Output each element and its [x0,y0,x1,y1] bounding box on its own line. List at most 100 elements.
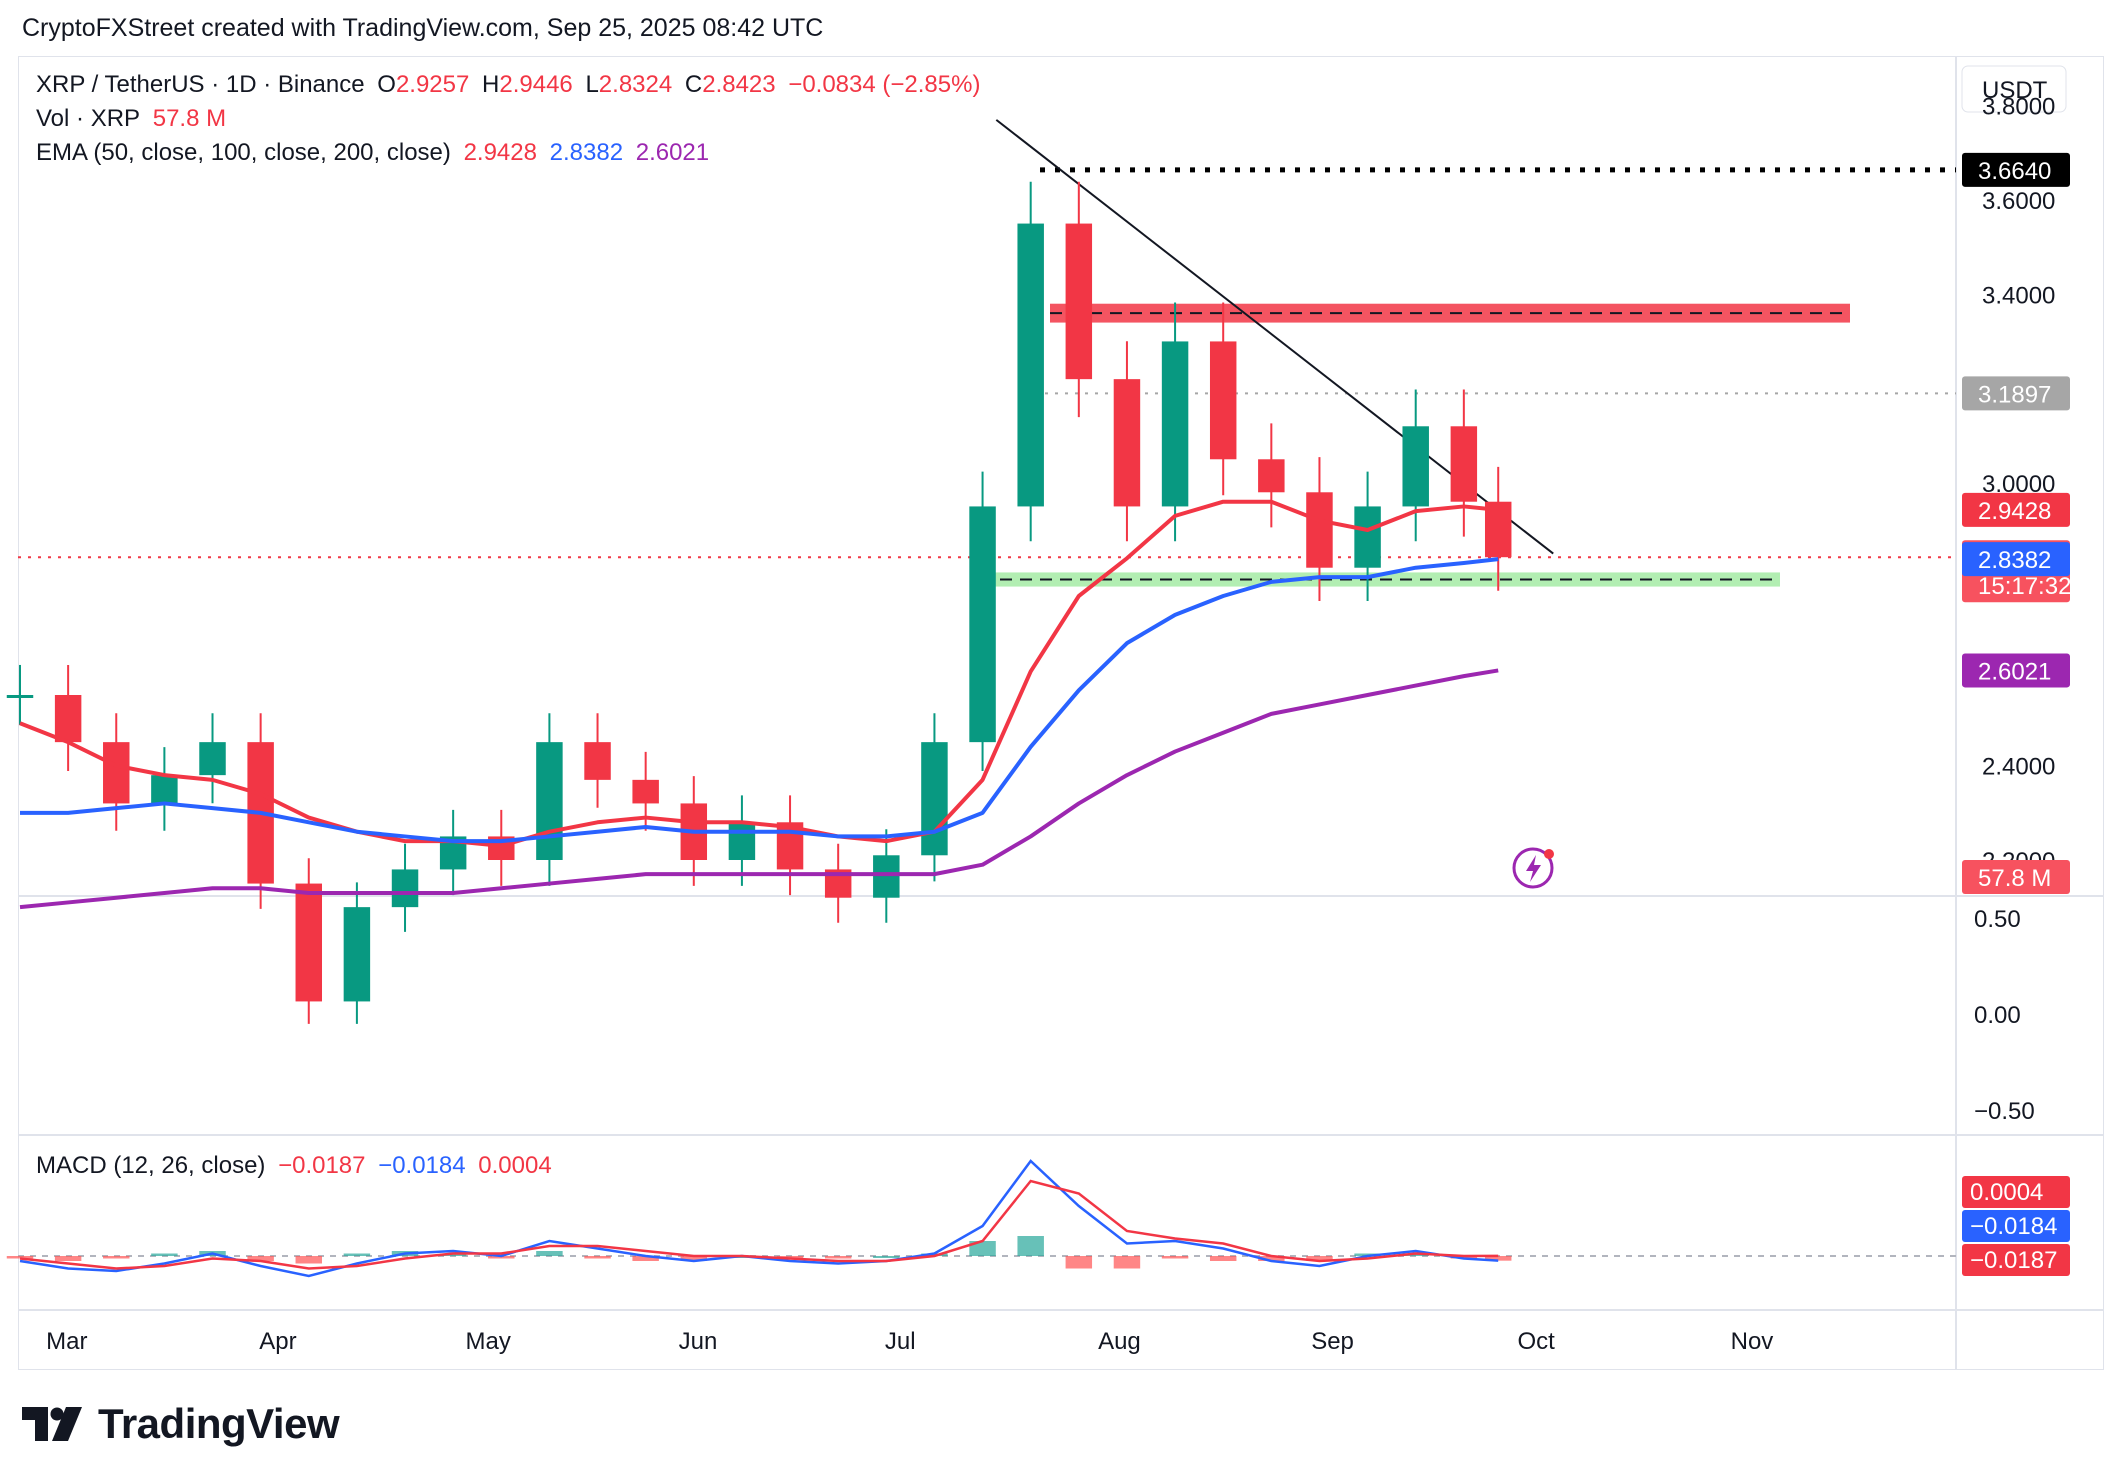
price-label-2: 2.9428 [1978,498,2051,525]
osc-tick-label: 0.50 [1974,906,2021,933]
macd-histogram-bar [969,1241,996,1256]
candle-body [1209,341,1237,460]
price-label-4: 2.8382 [1978,547,2051,574]
macd-histogram-bar [1306,1256,1333,1261]
candle-body [728,822,756,860]
time-tick-label: Nov [1731,1328,1774,1355]
candle-body [632,779,659,804]
macd-histogram-bar [151,1253,178,1256]
macd-legend[interactable]: MACD (12, 26, close) −0.0187 −0.0184 0.0… [36,1152,558,1180]
ema-line-2 [19,668,1499,910]
macd-histogram-bar [343,1253,371,1256]
price-tick-label: 3.6000 [1982,188,2055,215]
macd-histogram-bar [1065,1256,1093,1269]
osc-tick-label: −0.50 [1974,1098,2035,1125]
candle-body [54,695,82,743]
macd-histogram-bar [632,1256,659,1261]
candle-body [584,742,611,780]
macd-histogram-bar [6,1256,34,1259]
macd-histogram-bar [247,1256,274,1261]
time-tick-label: May [466,1328,511,1355]
macd-histogram-bar [680,1256,708,1261]
volume-legend[interactable]: Vol · XRP 57.8 M [36,105,232,133]
candle-body [1306,492,1333,568]
price-label-bg-2 [1962,492,2070,527]
price-label-0: 3.6640 [1978,158,2051,185]
tradingview-logo[interactable]: TradingView [22,1400,340,1448]
ema-label: EMA (50, close, 100, close, 200, close) [36,139,451,166]
candle-body [1450,426,1478,502]
time-tick-label: Apr [259,1328,296,1355]
candle-body [103,742,130,804]
candle-body [1113,379,1141,507]
macd-hist-value: −0.0187 [278,1152,366,1179]
tradingview-brand: TradingView [98,1400,340,1447]
countdown-label: 15:17:32 [1978,573,2071,600]
macd-histogram-bar [584,1256,611,1259]
candle-body [969,506,996,743]
currency-label: USDT [1982,77,2048,104]
price-label-6: 57.8 M [1978,865,2051,892]
macd-histogram-bar [824,1256,852,1259]
macd-histogram-bar [1161,1256,1189,1259]
macd-histogram-bar [1209,1256,1237,1261]
price-label-5: 2.6021 [1978,658,2051,685]
ema100-value: 2.8382 [549,139,624,166]
macd-histogram-bar [295,1256,323,1264]
alert-lightning-icon [1512,847,1554,889]
time-tick-label: Aug [1098,1328,1141,1355]
price-tick-label: 3.4000 [1982,282,2055,309]
price-tick-label: 2.4000 [1982,754,2055,781]
price-tick-label: 3.8000 [1982,94,2055,121]
macd-line-value: −0.0184 [378,1152,466,1179]
price-label-bg-5 [1962,653,2070,688]
time-tick-label: Sep [1311,1328,1354,1355]
macd-histogram-bar [873,1256,900,1258]
candle-body [1484,501,1512,558]
candle-body [151,775,178,804]
volume-label: Vol · XRP [36,105,141,132]
macd-label-bg-1 [1962,1210,2070,1242]
macd-signal-line [19,1179,1499,1270]
candle-body [921,742,948,856]
candle-body [1354,506,1381,568]
price-change: −0.0834 (−2.85%) [788,71,981,98]
price-label-bg-6 [1962,860,2070,894]
macd-label-bg-0 [1962,1176,2070,1208]
candle-body [295,883,323,1002]
price-label-bg-4 [1962,542,2070,577]
macd-histogram-bar [1258,1256,1285,1261]
macd-label: MACD (12, 26, close) [36,1152,266,1179]
candle-body [1161,341,1189,507]
time-tick-label: Oct [1517,1328,1555,1355]
macd-histogram-bar [54,1256,82,1261]
ohlc-low: L2.8324 [585,71,673,98]
macd-histogram-bar [536,1251,563,1256]
macd-histogram-bar [1484,1256,1512,1261]
ema-legend[interactable]: EMA (50, close, 100, close, 200, close) … [36,139,715,167]
ohlc-high: H2.9446 [482,71,573,98]
tradingview-logo-icon [22,1407,82,1441]
chart-frame [18,56,2104,1370]
macd-signal-value: 0.0004 [478,1152,552,1179]
candle-body [1065,223,1093,380]
candle-body [199,742,226,776]
macd-axis-label-0: 0.0004 [1970,1179,2043,1206]
candle-body [1017,223,1044,507]
candle-body [1402,426,1429,507]
macd-label-bg-2 [1962,1244,2070,1276]
volume-value: 57.8 M [152,105,227,132]
price-label-1: 3.1897 [1978,381,2051,408]
symbol-name[interactable]: XRP / TetherUS · 1D · Binance [36,71,365,98]
ema200-value: 2.6021 [635,139,710,166]
macd-axis-label-2: −0.0187 [1970,1247,2057,1274]
ema50-value: 2.9428 [463,139,537,166]
ema-line-1 [20,557,1499,844]
currency-button [1961,65,2067,113]
price-label-bg-0 [1962,152,2070,187]
ema-line-0 [19,499,1499,848]
macd-histogram-bar [1017,1236,1044,1256]
macd-histogram-bar [103,1256,130,1259]
time-tick-label: Mar [46,1328,87,1355]
